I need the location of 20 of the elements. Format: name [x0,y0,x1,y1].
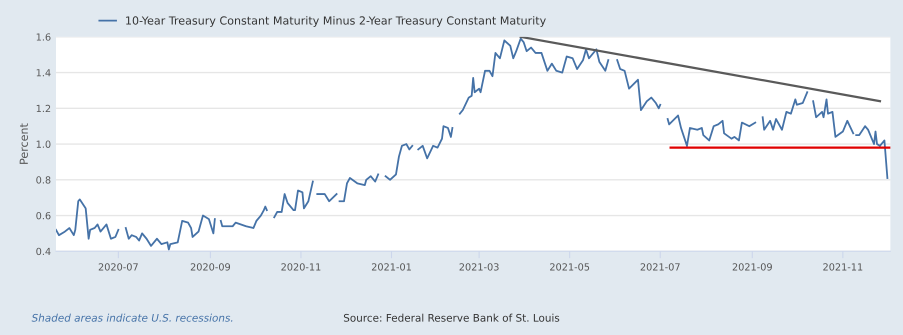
text: Shaded areas indicate U.S. recessions. [32,314,232,322]
y-tick-label: 0.6 [36,212,51,220]
y-tick-label: 0.4 [36,248,51,256]
y-tick-label: 1.4 [36,69,51,76]
x-tick-label: 2020-09 [190,263,230,271]
x-tick-label: 2021-11 [823,263,862,271]
x-tick-label: 2021-01 [372,263,411,271]
x-tick-label: 2021-05 [550,263,590,271]
y-tick-label: 1.0 [36,140,50,148]
legend-label: 10-Year Treasury Constant Maturity Minus 2-Year Treasury Constant Maturity [126,16,546,27]
y-tick-label: 1.2 [36,104,50,112]
x-tick-label: 2020-11 [281,263,320,271]
x-tick-label: 2021-03 [460,263,499,271]
x-tick-label: 2021-07 [640,263,680,271]
x-tick-label: 2020-07 [98,263,138,271]
source-note: Source: Federal Reserve Bank of St. Louis [344,314,560,322]
x-tick-label: 2021-09 [732,263,772,271]
y-tick-label: 1.6 [36,33,51,41]
y-axis-title: Percent [20,123,28,164]
y-tick-label: 0.8 [36,176,50,184]
